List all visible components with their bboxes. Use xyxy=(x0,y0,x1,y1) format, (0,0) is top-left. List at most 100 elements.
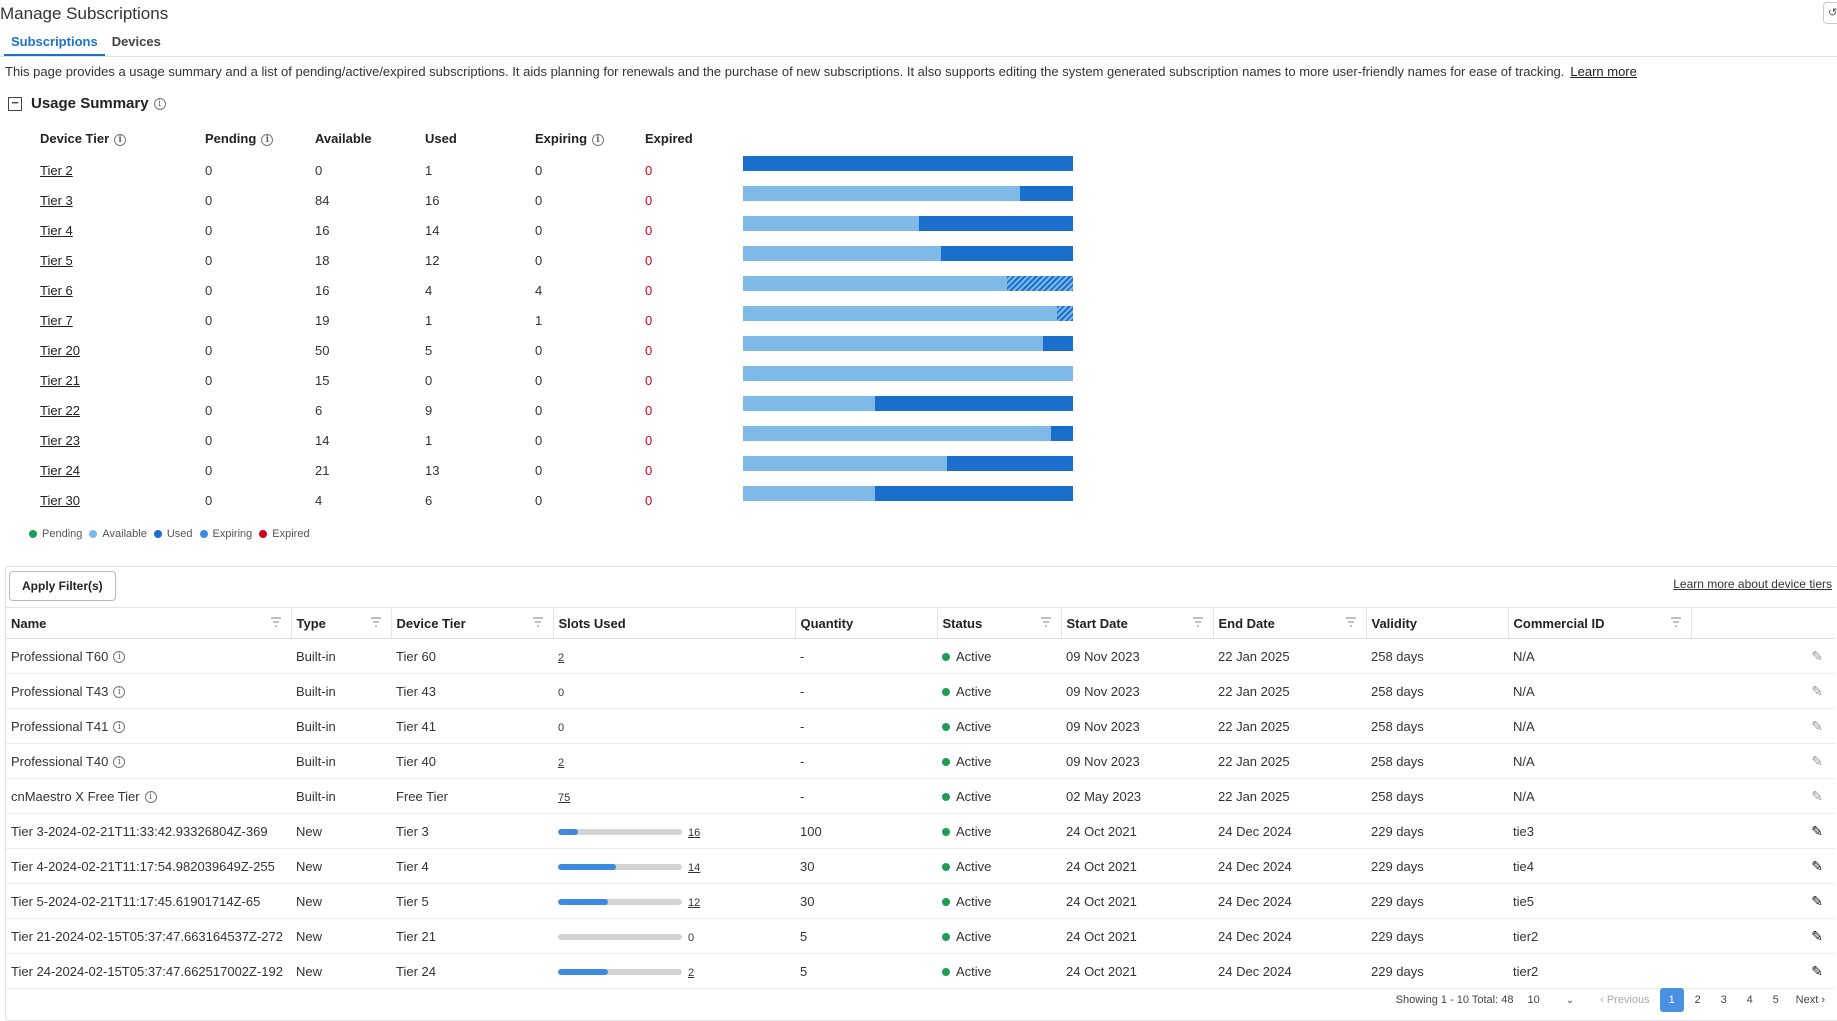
tier-link[interactable]: Tier 2 xyxy=(40,163,73,178)
column-header-type[interactable]: Type xyxy=(291,607,392,639)
slots-used-value[interactable]: 75 xyxy=(558,791,571,804)
tier-link[interactable]: Tier 30 xyxy=(40,493,80,508)
filter-icon[interactable] xyxy=(532,617,544,627)
info-icon[interactable]: i xyxy=(592,133,605,146)
edit-pencil-icon[interactable]: ✎ xyxy=(1811,962,1823,979)
previous-page-button[interactable]: ‹ Previous xyxy=(1600,994,1650,1006)
edit-pencil-icon[interactable]: ✎ xyxy=(1811,717,1823,734)
filter-icon[interactable] xyxy=(1345,617,1357,627)
page-5-button[interactable]: 5 xyxy=(1772,994,1779,1006)
table-row[interactable]: Professional T41 i Built-in Tier 41 0 - Active… xyxy=(6,708,1835,744)
tier-link[interactable]: Tier 22 xyxy=(40,403,80,418)
table-row[interactable]: cnMaestro X Free Tier i Built-in Free Tier 7… xyxy=(6,778,1835,814)
info-icon[interactable]: i xyxy=(113,651,126,664)
info-icon[interactable]: i xyxy=(153,97,166,110)
slots-used-value[interactable]: 14 xyxy=(688,861,701,874)
learn-more-device-tiers-link[interactable]: Learn more about device tiers xyxy=(1673,577,1832,591)
column-header-validity[interactable]: Validity xyxy=(1366,607,1509,639)
tab-subscriptions[interactable]: Subscriptions xyxy=(4,33,105,57)
info-icon[interactable]: i xyxy=(114,133,127,146)
filter-icon[interactable] xyxy=(370,617,382,627)
table-row[interactable]: Tier 24-2024-02-15T05:37:47.662517002Z-1… xyxy=(6,953,1835,989)
page-1-button[interactable]: 1 xyxy=(1659,988,1684,1012)
status-text: Active xyxy=(956,648,992,664)
summary-pending: 0 xyxy=(205,253,213,268)
cell-start-date: 24 Oct 2021 xyxy=(1061,813,1213,849)
filter-icon[interactable] xyxy=(1040,617,1052,627)
edit-pencil-icon[interactable]: ✎ xyxy=(1811,682,1823,699)
slots-used-value[interactable]: 12 xyxy=(688,896,701,909)
table-row[interactable]: Professional T40 i Built-in Tier 40 2 - Active… xyxy=(6,743,1835,779)
edit-pencil-icon[interactable]: ✎ xyxy=(1811,892,1823,909)
edit-pencil-icon[interactable]: ✎ xyxy=(1811,647,1823,664)
info-icon[interactable]: i xyxy=(113,721,126,734)
edit-pencil-icon[interactable]: ✎ xyxy=(1811,787,1823,804)
page-2-button[interactable]: 2 xyxy=(1694,994,1701,1006)
summary-expired: 0 xyxy=(645,463,653,478)
apply-filters-button[interactable]: Apply Filter(s) xyxy=(9,571,116,601)
cell-commercial-id: N/A xyxy=(1508,638,1691,674)
cell-name: Tier 3-2024-02-21T11:33:42.93326804Z-369 xyxy=(6,813,291,849)
tier-link[interactable]: Tier 7 xyxy=(40,313,73,328)
status-dot-icon xyxy=(942,653,950,662)
filter-icon[interactable] xyxy=(1192,617,1204,627)
column-header-quantity[interactable]: Quantity xyxy=(795,607,938,639)
tier-link[interactable]: Tier 3 xyxy=(40,193,73,208)
tier-link[interactable]: Tier 4 xyxy=(40,223,73,238)
refresh-button[interactable]: ↺ xyxy=(1823,2,1837,24)
tier-link[interactable]: Tier 24 xyxy=(40,463,80,478)
validity-value: 229 days xyxy=(1371,893,1424,909)
slots-used-value[interactable]: 2 xyxy=(558,756,565,769)
edit-pencil-icon[interactable]: ✎ xyxy=(1811,857,1823,874)
page-3-button[interactable]: 3 xyxy=(1720,994,1727,1006)
table-row[interactable]: Tier 5-2024-02-21T11:17:45.61901714Z-65 N… xyxy=(6,883,1835,919)
edit-pencil-icon[interactable]: ✎ xyxy=(1811,752,1823,769)
validity-value: 229 days xyxy=(1371,823,1424,839)
slots-used-value[interactable]: 2 xyxy=(558,651,565,664)
column-header-name[interactable]: Name xyxy=(6,607,292,639)
summary-row: Tier 23 0 14 1 0 0 xyxy=(0,426,1100,463)
info-icon[interactable]: i xyxy=(261,133,274,146)
table-row[interactable]: Professional T43 i Built-in Tier 43 0 - Active… xyxy=(6,673,1835,709)
filter-icon[interactable] xyxy=(1670,617,1682,627)
learn-more-link[interactable]: Learn more xyxy=(1570,64,1637,79)
collapse-icon[interactable]: − xyxy=(8,96,22,111)
edit-pencil-icon[interactable]: ✎ xyxy=(1811,927,1823,944)
edit-pencil-icon[interactable]: ✎ xyxy=(1811,822,1823,839)
column-header-commercial-id[interactable]: Commercial ID xyxy=(1508,607,1692,639)
page-size-select[interactable]: 10 ⌄ xyxy=(1527,994,1574,1006)
slots-progress-fill xyxy=(558,864,617,871)
cell-start-date: 09 Nov 2023 xyxy=(1061,673,1213,709)
cell-device-tier: Free Tier xyxy=(391,778,553,814)
usage-bar xyxy=(743,456,1073,471)
tier-link[interactable]: Tier 5 xyxy=(40,253,73,268)
column-header-device-tier[interactable]: Device Tier xyxy=(391,607,554,639)
summary-header-available: Available xyxy=(315,131,372,146)
info-icon[interactable]: i xyxy=(113,686,126,699)
table-row[interactable]: Tier 21-2024-02-15T05:37:47.663164537Z-2… xyxy=(6,918,1835,954)
tier-link[interactable]: Tier 6 xyxy=(40,283,73,298)
legend-dot xyxy=(89,530,98,538)
tier-link[interactable]: Tier 21 xyxy=(40,373,80,388)
table-row[interactable]: Professional T60 i Built-in Tier 60 2 - Active… xyxy=(6,638,1835,674)
slots-used-value[interactable]: 2 xyxy=(688,966,695,979)
page-4-button[interactable]: 4 xyxy=(1746,994,1753,1006)
tier-link[interactable]: Tier 20 xyxy=(40,343,80,358)
info-icon[interactable]: i xyxy=(144,791,157,804)
cell-status: Active xyxy=(937,953,1061,989)
column-header-status[interactable]: Status xyxy=(937,607,1062,639)
column-header-start-date[interactable]: Start Date xyxy=(1061,607,1214,639)
table-row[interactable]: Tier 3-2024-02-21T11:33:42.93326804Z-369… xyxy=(6,813,1835,849)
next-page-button[interactable]: Next › xyxy=(1795,994,1825,1006)
tab-devices[interactable]: Devices xyxy=(111,34,161,49)
info-icon[interactable]: i xyxy=(113,756,126,769)
column-header-slots-used[interactable]: Slots Used xyxy=(553,607,796,639)
summary-row: Tier 6 0 16 4 4 0 xyxy=(0,276,1100,313)
cell-actions: ✎ xyxy=(1691,918,1835,954)
slots-used-value[interactable]: 16 xyxy=(688,826,701,839)
column-header-end-date[interactable]: End Date xyxy=(1213,607,1367,639)
tier-link[interactable]: Tier 23 xyxy=(40,433,80,448)
filter-icon[interactable] xyxy=(270,617,282,627)
table-row[interactable]: Tier 4-2024-02-21T11:17:54.982039649Z-25… xyxy=(6,848,1835,884)
usage-bar-used xyxy=(743,156,1073,171)
